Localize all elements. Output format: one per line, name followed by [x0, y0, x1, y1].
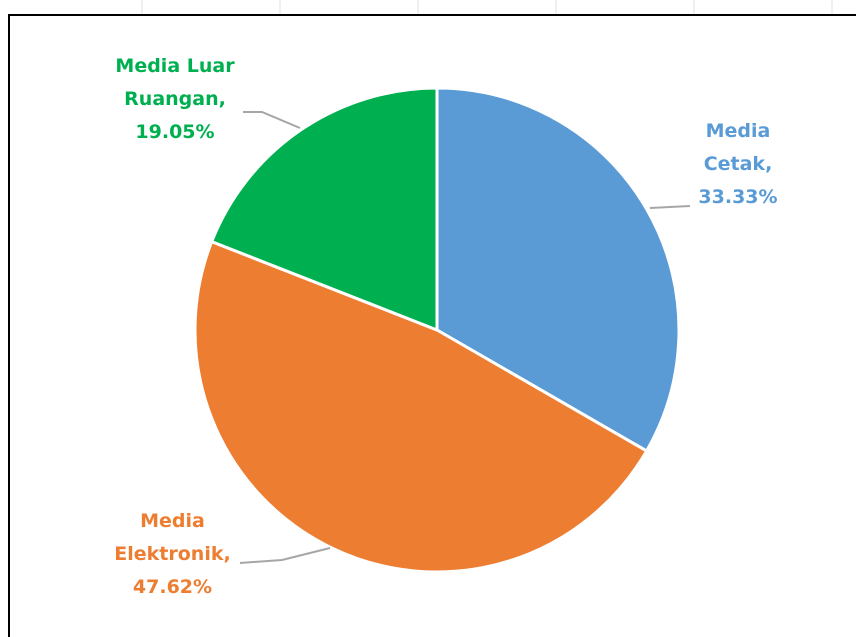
sheet-grid	[141, 0, 833, 14]
pie-slice	[193, 239, 649, 574]
data-label: Media Elektronik, 47.62%	[114, 510, 231, 598]
data-label: Media Luar Ruangan, 19.05%	[115, 55, 235, 143]
pie-slice	[209, 86, 439, 333]
data-label: Media Cetak, 33.33%	[698, 120, 778, 208]
pie-slice	[435, 86, 681, 454]
leader-lines	[239, 111, 691, 564]
